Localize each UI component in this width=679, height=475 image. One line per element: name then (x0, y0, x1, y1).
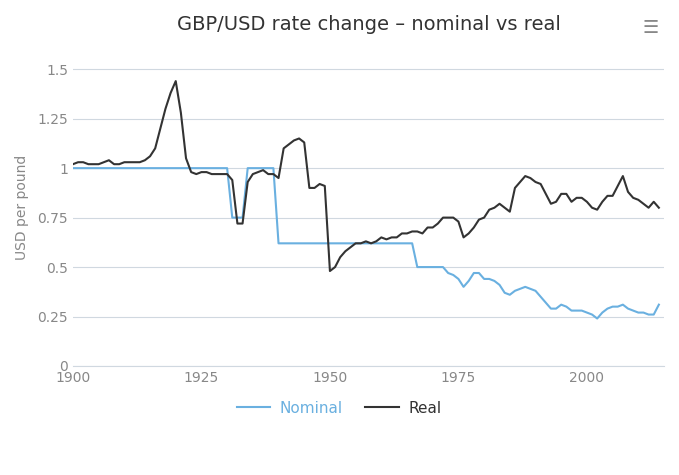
Real (208, 171, 216, 177)
Real (146, 153, 154, 159)
Nominal (655, 302, 663, 307)
Text: ☰: ☰ (642, 19, 659, 37)
Nominal (290, 240, 298, 246)
Nominal (259, 165, 267, 171)
Nominal (593, 316, 602, 322)
Y-axis label: USD per pound: USD per pound (15, 155, 29, 260)
Nominal (424, 264, 432, 270)
Nominal (146, 165, 154, 171)
Legend: Nominal, Real: Nominal, Real (230, 394, 447, 422)
Real (655, 205, 663, 210)
Real (172, 78, 180, 84)
Line: Real: Real (73, 81, 659, 271)
Line: Nominal: Nominal (73, 168, 659, 319)
Real (295, 136, 303, 142)
Nominal (202, 165, 210, 171)
Real (326, 268, 334, 274)
Nominal (583, 310, 591, 315)
Nominal (69, 165, 77, 171)
Real (434, 221, 442, 227)
Real (264, 171, 272, 177)
Title: GBP/USD rate change – nominal vs real: GBP/USD rate change – nominal vs real (177, 15, 560, 34)
Real (593, 207, 602, 212)
Real (69, 162, 77, 167)
